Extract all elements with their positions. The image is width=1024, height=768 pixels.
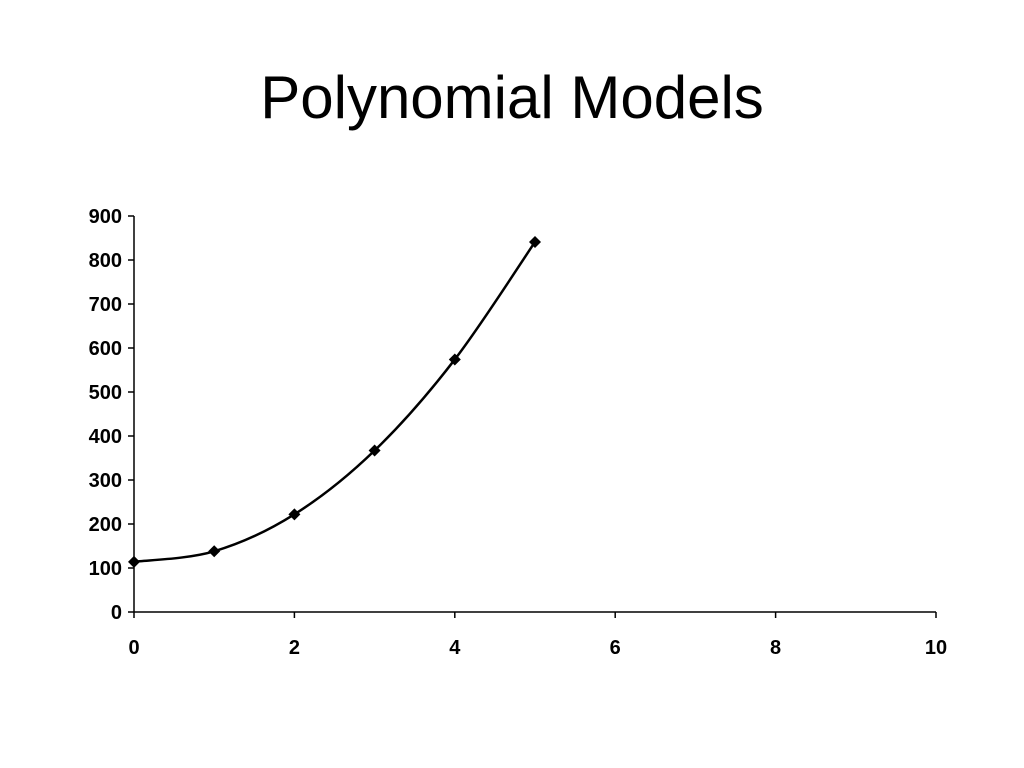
y-tick-label: 600 (89, 338, 122, 360)
y-tick-label: 200 (89, 514, 122, 536)
x-tick-label: 8 (770, 637, 781, 659)
x-tick-label: 2 (289, 637, 300, 659)
series-line (133, 241, 537, 564)
x-tick-label: 4 (449, 637, 461, 659)
data-point-marker (128, 555, 140, 568)
y-tick-label: 500 (89, 382, 122, 404)
y-tick-label: 700 (89, 294, 122, 316)
x-tick-label: 6 (610, 637, 621, 659)
slide-title: Polynomial Models (260, 64, 764, 131)
y-tick-label: 900 (89, 206, 122, 228)
y-tick-label: 100 (89, 558, 122, 580)
y-tick-label: 0 (111, 602, 122, 624)
data-point-marker (368, 444, 381, 457)
x-tick-label: 10 (925, 637, 947, 659)
x-axis: 0 2 4 6 8 10 (128, 611, 947, 659)
data-point-marker (448, 353, 461, 366)
y-tick-label: 300 (89, 470, 122, 492)
data-series (128, 235, 541, 568)
y-axis: 0 100 200 300 400 500 600 700 800 900 (89, 206, 135, 624)
x-tick-label: 0 (128, 637, 139, 659)
data-point-marker (208, 545, 221, 558)
y-tick-label: 400 (89, 426, 122, 448)
data-point-marker (529, 235, 541, 248)
y-tick-label: 800 (89, 250, 122, 272)
data-point-marker (288, 508, 301, 521)
